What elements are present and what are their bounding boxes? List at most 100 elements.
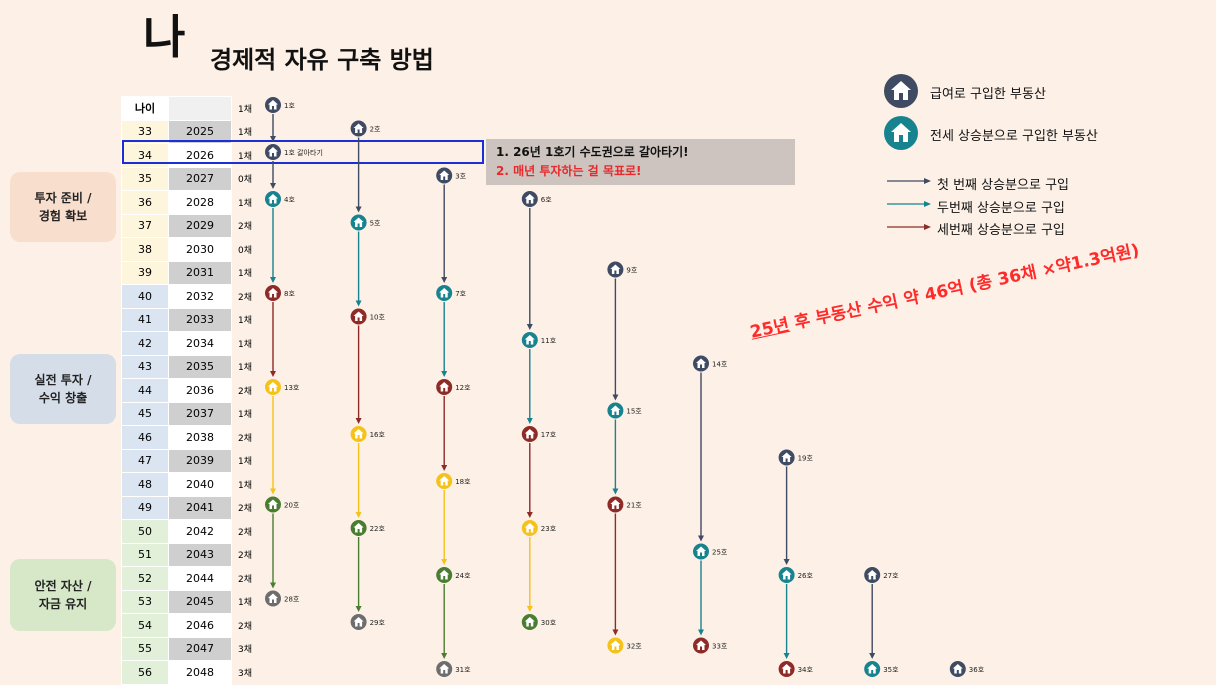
units-cell: 3채 (238, 668, 253, 679)
house-marker: 36호 (949, 661, 985, 677)
age-cell: 54 (121, 613, 169, 638)
units-cell: 1채 (238, 198, 253, 209)
units-cell: 2채 (238, 433, 253, 444)
house-label: 29호 (370, 619, 386, 627)
table-header-row: 나이 1채 (121, 96, 269, 121)
flow-arrow (441, 302, 448, 377)
table-row: 36 2028 1채 (121, 190, 269, 215)
house-label: 3호 (455, 173, 466, 181)
flow-arrow (355, 325, 362, 424)
house-marker: 21호 (607, 496, 642, 513)
units-cell: 2채 (238, 292, 253, 303)
house-label: 15호 (626, 408, 642, 416)
units-cell: 2채 (238, 222, 253, 233)
note-line-1: 1. 26년 1호기 수도권으로 갈아타기! (496, 145, 689, 159)
units-cell: 0채 (238, 175, 253, 186)
house-label: 5호 (370, 220, 381, 228)
house-label: 34호 (798, 666, 814, 674)
units-cell: 1채 (238, 480, 253, 491)
year-cell: 2037 (168, 401, 232, 426)
house-label: 13호 (284, 384, 300, 392)
table-row: 38 2030 0채 (121, 237, 269, 262)
house-marker: 8호 (265, 285, 295, 301)
house-label: 28호 (284, 596, 300, 604)
units-cell: 1채 (238, 363, 253, 374)
house-marker: 4호 (265, 191, 295, 207)
table-row: 48 2040 1채 (121, 472, 269, 497)
house-label: 20호 (284, 502, 300, 510)
flow-arrow (270, 161, 276, 189)
house-marker: 20호 (265, 496, 300, 513)
house-label: 6호 (541, 196, 552, 204)
table-row: 34 2026 1채 (121, 143, 269, 168)
units-cell: 1채 (238, 410, 253, 421)
house-label: 12호 (455, 384, 471, 392)
table-row: 40 2032 2채 (121, 284, 269, 309)
house-label: 9호 (626, 267, 637, 275)
legend-third-label: 세번째 상승분으로 구입 (937, 223, 1065, 238)
house-label: 16호 (370, 431, 386, 439)
house-marker: 23호 (521, 520, 557, 536)
house-label: 4호 (284, 196, 295, 204)
phase-maintain: 안전 자산 / 자금 유지 (10, 559, 116, 631)
age-year-table: 나이 1채 33 2025 1채 34 2026 1채 35 2027 0채 36 2028 1채 37 20… (121, 96, 269, 685)
house-label: 23호 (541, 525, 557, 533)
units-cell: 1채 (238, 598, 253, 609)
header-age: 나이 (121, 96, 169, 121)
year-cell: 2030 (168, 237, 232, 262)
phase-invest: 실전 투자 / 수익 창출 (10, 354, 116, 424)
house-marker: 22호 (350, 520, 386, 536)
year-cell: 2044 (168, 566, 232, 591)
year-cell: 2027 (168, 166, 232, 191)
flow-arrow (698, 560, 704, 636)
table-row: 47 2039 1채 (121, 448, 269, 473)
house-marker: 16호 (350, 426, 386, 442)
house-marker: 18호 (436, 473, 471, 489)
house-marker: 26호 (778, 567, 814, 583)
header-year (168, 96, 232, 121)
house-label: 19호 (798, 455, 814, 463)
flow-arrow (270, 302, 276, 377)
year-cell: 2035 (168, 354, 232, 379)
year-cell: 2032 (168, 284, 232, 309)
house-label: 33호 (712, 643, 728, 651)
flow-arrow (526, 537, 533, 612)
table-row: 44 2036 2채 (121, 378, 269, 403)
legend-jeonse-label: 전세 상승분으로 구입한 부동산 (930, 129, 1098, 144)
flow-arrow (355, 537, 362, 612)
house-label: 7호 (455, 290, 466, 298)
house-marker: 1호 갈아타기 (265, 144, 323, 160)
age-cell: 39 (121, 260, 169, 285)
house-marker: 31호 (436, 661, 471, 677)
flow-arrow (526, 208, 533, 330)
units-cell: 2채 (238, 574, 253, 585)
house-marker: 24호 (436, 567, 471, 583)
table-row: 52 2044 2채 (121, 566, 269, 591)
house-label: 18호 (455, 478, 471, 486)
table-row: 46 2038 2채 (121, 425, 269, 450)
flow-arrow (526, 443, 533, 518)
age-cell: 35 (121, 166, 169, 191)
flow-arrow (441, 396, 448, 471)
year-cell: 2042 (168, 519, 232, 544)
flow-arrow (270, 513, 276, 589)
units-cell: 0채 (238, 245, 253, 256)
house-label: 36호 (969, 666, 985, 674)
age-cell: 44 (121, 378, 169, 403)
year-cell: 2046 (168, 613, 232, 638)
house-marker: 28호 (265, 590, 300, 607)
house-marker: 3호 (436, 167, 467, 184)
flow-arrow (355, 443, 362, 518)
age-cell: 36 (121, 190, 169, 215)
house-marker: 32호 (607, 637, 642, 654)
flow-arrow (526, 349, 533, 424)
house-label: 21호 (626, 502, 642, 510)
units-cell: 1채 (238, 104, 253, 115)
house-marker: 34호 (778, 661, 814, 677)
units-cell: 2채 (238, 504, 253, 515)
house-marker: 1호 (265, 97, 295, 113)
flow-arrow (783, 466, 790, 565)
house-label: 2호 (370, 126, 381, 134)
legend-arrows (887, 178, 931, 230)
